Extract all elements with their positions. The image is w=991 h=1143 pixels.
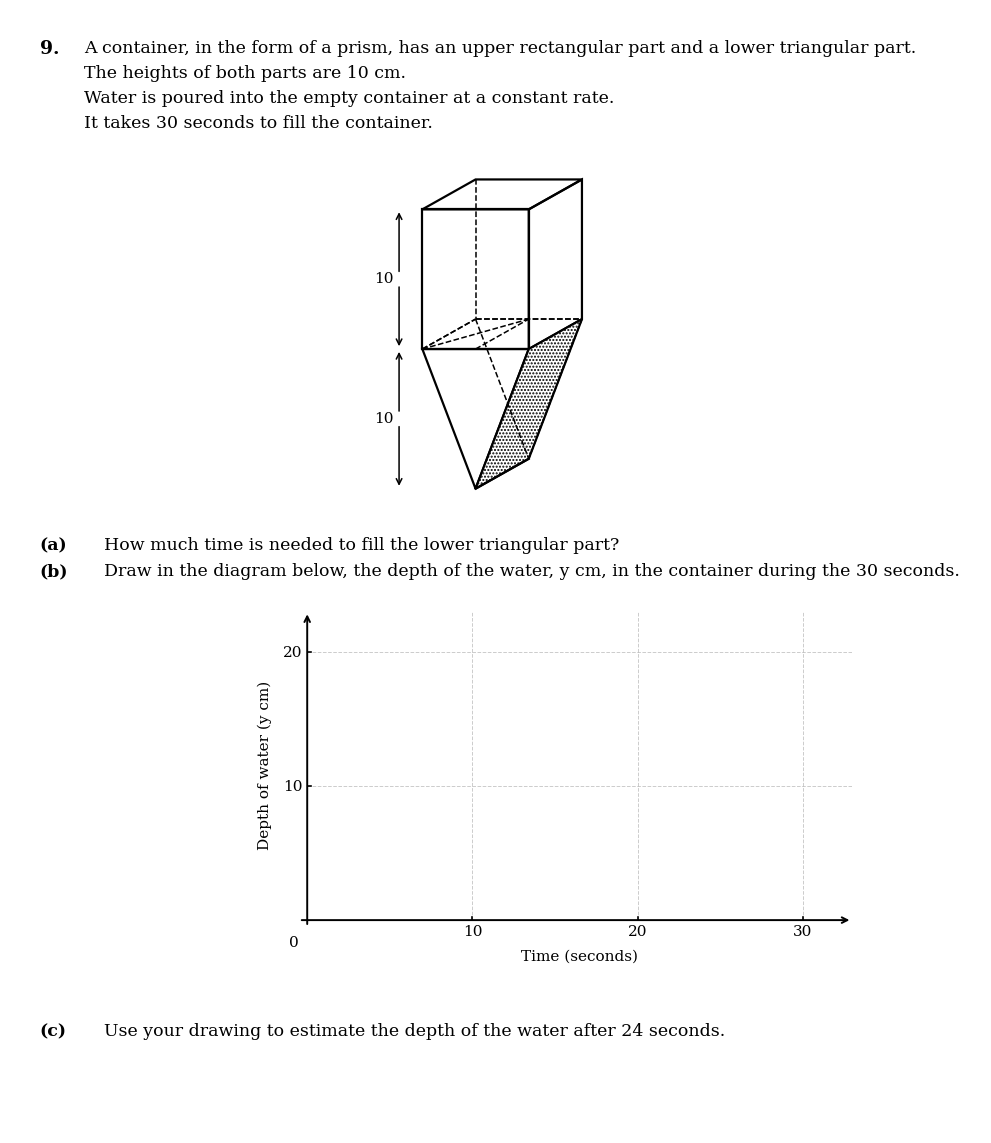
- Text: Draw in the diagram below, the depth of the water, y cm, in the container during: Draw in the diagram below, the depth of …: [104, 563, 960, 581]
- Y-axis label: Depth of water (y cm): Depth of water (y cm): [258, 681, 272, 850]
- Text: 0: 0: [289, 936, 299, 950]
- Text: How much time is needed to fill the lower triangular part?: How much time is needed to fill the lowe…: [104, 537, 619, 554]
- Text: (c): (c): [40, 1023, 66, 1040]
- Text: The heights of both parts are 10 cm.: The heights of both parts are 10 cm.: [84, 65, 406, 82]
- Text: (a): (a): [40, 537, 67, 554]
- Text: A container, in the form of a prism, has an upper rectangular part and a lower t: A container, in the form of a prism, has…: [84, 40, 917, 57]
- Text: Water is poured into the empty container at a constant rate.: Water is poured into the empty container…: [84, 90, 614, 107]
- X-axis label: Time (seconds): Time (seconds): [521, 950, 638, 964]
- Text: 10: 10: [375, 411, 394, 426]
- Text: Use your drawing to estimate the depth of the water after 24 seconds.: Use your drawing to estimate the depth o…: [104, 1023, 725, 1040]
- Text: It takes 30 seconds to fill the container.: It takes 30 seconds to fill the containe…: [84, 115, 433, 133]
- Text: (b): (b): [40, 563, 68, 581]
- Text: 10: 10: [375, 272, 394, 286]
- Text: 9.: 9.: [40, 40, 59, 58]
- Polygon shape: [476, 319, 582, 489]
